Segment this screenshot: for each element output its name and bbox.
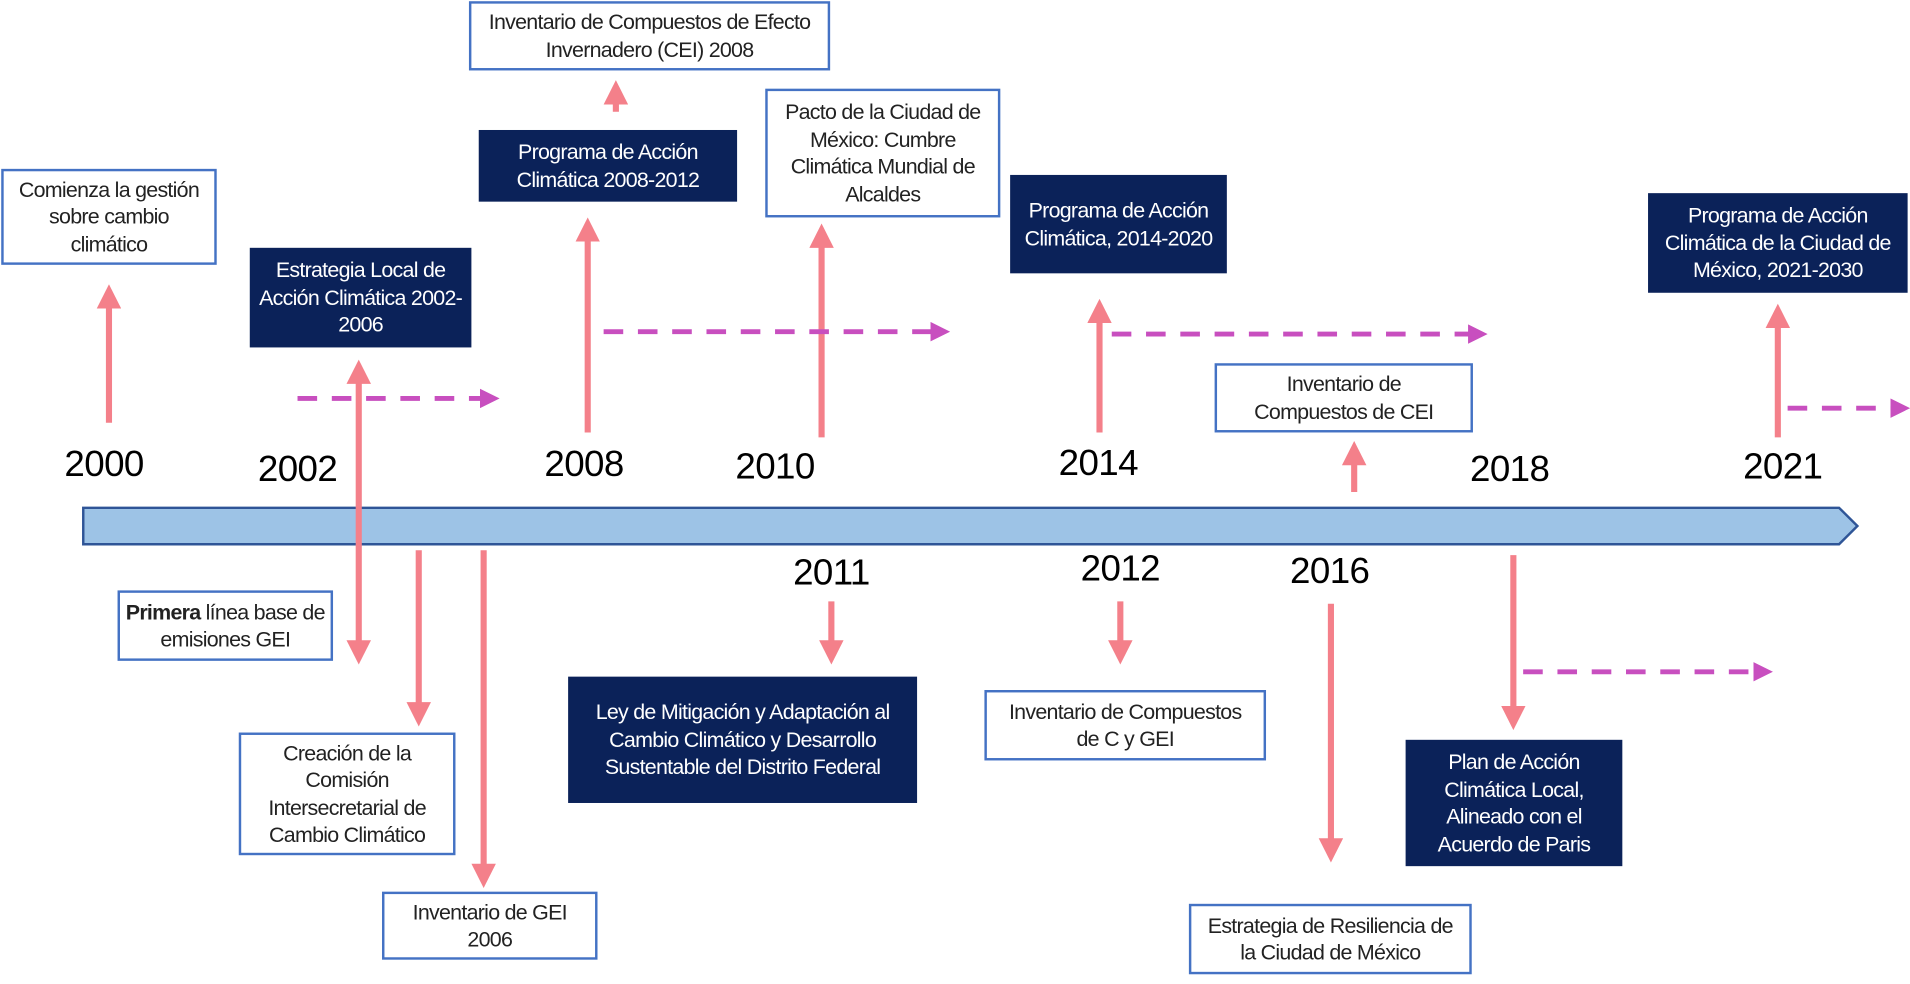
event-label: Ley de Mitigación y Adaptación al Cambio… [595, 700, 891, 779]
event-label: Programa de Acción Climática de la Ciuda… [1664, 203, 1892, 283]
year-label: 2008 [544, 444, 624, 485]
event-inventario-cei: Inventario de Compuestos de CEI [1214, 363, 1473, 433]
event-plan: Plan de Acción Climática Local, Alineado… [1405, 739, 1623, 867]
event-ley: Ley de Mitigación y Adaptación al Cambio… [568, 676, 918, 803]
year-label: 2000 [64, 444, 144, 485]
event-label: Inventario de Compuestos de Efecto Inver… [488, 9, 811, 62]
event-inventario-cei-2008: Inventario de Compuestos de Efecto Inver… [468, 1, 831, 71]
event-label: Plan de Acción Climática Local, Alineado… [1437, 749, 1591, 856]
event-label: Inventario de Compuestos de C y GEI [1008, 699, 1242, 751]
event-label: Inventario de Compuestos de CEI [1254, 371, 1434, 424]
event-inventario-gei-2006: Inventario de GEI 2006 [382, 891, 598, 960]
event-creacion: Creación de la Comisión Intersecretarial… [238, 732, 456, 856]
event-label: Primera línea base de emisiones GEI [125, 598, 326, 653]
timeline-bar [82, 506, 1860, 546]
year-label: 2021 [1743, 447, 1823, 488]
year-label: 2014 [1058, 443, 1139, 484]
year-label: 2010 [735, 447, 815, 488]
event-label: Inventario de GEI 2006 [412, 899, 568, 952]
event-label-bold: Primera [125, 599, 201, 624]
event-label: Pacto de la Ciudad de México: Cumbre Cli… [785, 99, 981, 206]
event-comienza: Comienza la gestión sobre cambio climáti… [1, 168, 217, 265]
year-label: 2012 [1080, 549, 1161, 590]
event-label-rest: línea base de emisiones GEI [160, 599, 325, 652]
year-label: 2002 [257, 449, 338, 490]
year-label: 2016 [1290, 551, 1370, 592]
event-label: Creación de la Comisión Intersecretarial… [268, 740, 426, 847]
event-programa-2021: Programa de Acción Climática de la Ciuda… [1648, 193, 1908, 293]
event-pacto: Pacto de la Ciudad de México: Cumbre Cli… [765, 88, 1001, 218]
year-label: 2018 [1470, 449, 1550, 490]
event-label: Programa de Acción Climática, 2014-2020 [1024, 198, 1214, 250]
year-label: 2011 [793, 552, 870, 593]
event-inventario-c-gei: Inventario de Compuestos de C y GEI [984, 690, 1267, 761]
event-label: Estrategia Local de Acción Climática 200… [259, 257, 463, 337]
event-label: Programa de Acción Climática 2008-2012 [516, 139, 700, 192]
event-estrategia-local: Estrategia Local de Acción Climática 200… [249, 247, 472, 348]
event-resiliencia: Estrategia de Resiliencia de la Ciudad d… [1188, 903, 1472, 975]
event-programa-2008: Programa de Acción Climática 2008-2012 [478, 129, 738, 202]
event-primera-linea: Primera línea base de emisiones GEI [117, 590, 334, 661]
event-programa-2014: Programa de Acción Climática, 2014-2020 [1010, 174, 1227, 274]
event-label: Estrategia de Resiliencia de la Ciudad d… [1207, 912, 1454, 965]
event-label: Comienza la gestión sobre cambio climáti… [18, 177, 200, 257]
